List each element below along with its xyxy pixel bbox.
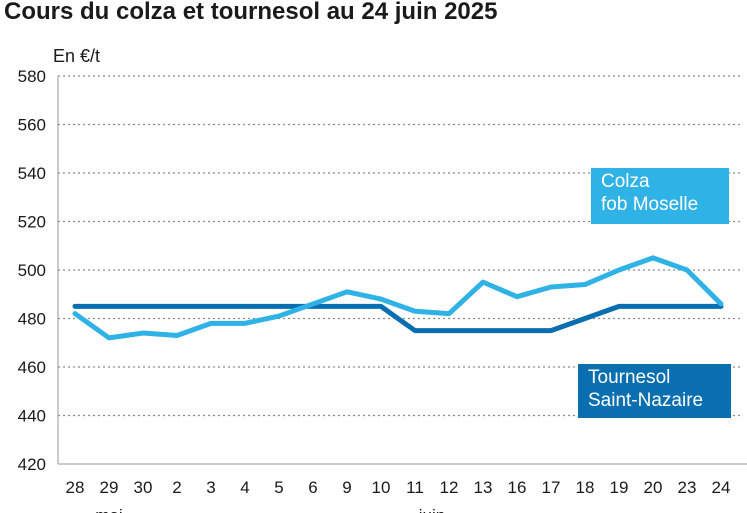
y-tick-label-480: 480 [18, 310, 46, 329]
x-tick-label-29: 29 [100, 478, 119, 497]
series-lines [72, 255, 724, 341]
month-label-juin: juin [418, 506, 445, 513]
y-tick-label-440: 440 [18, 407, 46, 426]
month-label-mai: mai [95, 506, 122, 513]
x-tick-label-11: 11 [406, 478, 424, 497]
x-tick-label-16: 16 [508, 478, 527, 497]
series-line-tournesol [72, 303, 724, 334]
x-tick-label-23: 23 [678, 478, 697, 497]
legend-colza: Colza fob Moselle [591, 168, 729, 224]
y-axis-unit-label: En €/t [53, 46, 101, 66]
x-tick-label-3: 3 [206, 478, 215, 497]
legend-tournesol-line2: Saint-Nazaire [588, 390, 704, 411]
x-tick-label-17: 17 [542, 478, 561, 497]
x-tick-label-13: 13 [474, 478, 493, 497]
x-tick-label-30: 30 [134, 478, 153, 497]
x-tick-label-12: 12 [440, 478, 459, 497]
y-tick-label-420: 420 [18, 455, 46, 474]
y-tick-label-460: 460 [18, 358, 46, 377]
x-tick-label-9: 9 [342, 478, 351, 497]
x-tick-label-4: 4 [240, 478, 249, 497]
x-tick-label-10: 10 [372, 478, 391, 497]
y-tick-label-500: 500 [18, 261, 46, 280]
legend-colza-line2: fob Moselle [601, 194, 699, 215]
legend-tournesol: Tournesol Saint-Nazaire [578, 364, 731, 418]
x-tick-label-24: 24 [712, 478, 731, 497]
y-tick-label-520: 520 [18, 213, 46, 232]
x-tick-label-28: 28 [66, 478, 85, 497]
x-tick-label-6: 6 [308, 478, 317, 497]
y-axis-ticks: 420 440 460 480 500 520 540 560 580 [18, 67, 46, 474]
x-axis-ticks: 28 29 30 2 3 4 5 6 9 10 11 12 13 16 17 18 19 20 23 24 [66, 478, 731, 497]
x-tick-label-5: 5 [274, 478, 283, 497]
y-tick-label-540: 540 [18, 164, 46, 183]
legend-tournesol-line1: Tournesol [588, 367, 671, 388]
legend-colza-line1: Colza [601, 171, 650, 192]
chart-title: Cours du colza et tournesol au 24 juin 2… [4, 0, 498, 25]
x-axis-month-labels: mai juin [95, 506, 445, 513]
y-tick-label-560: 560 [18, 116, 46, 135]
y-tick-label-580: 580 [18, 67, 46, 86]
x-tick-label-18: 18 [576, 478, 595, 497]
x-tick-label-19: 19 [610, 478, 629, 497]
x-tick-label-2: 2 [172, 478, 181, 497]
series-line-colza [72, 255, 724, 341]
x-tick-label-20: 20 [644, 478, 663, 497]
